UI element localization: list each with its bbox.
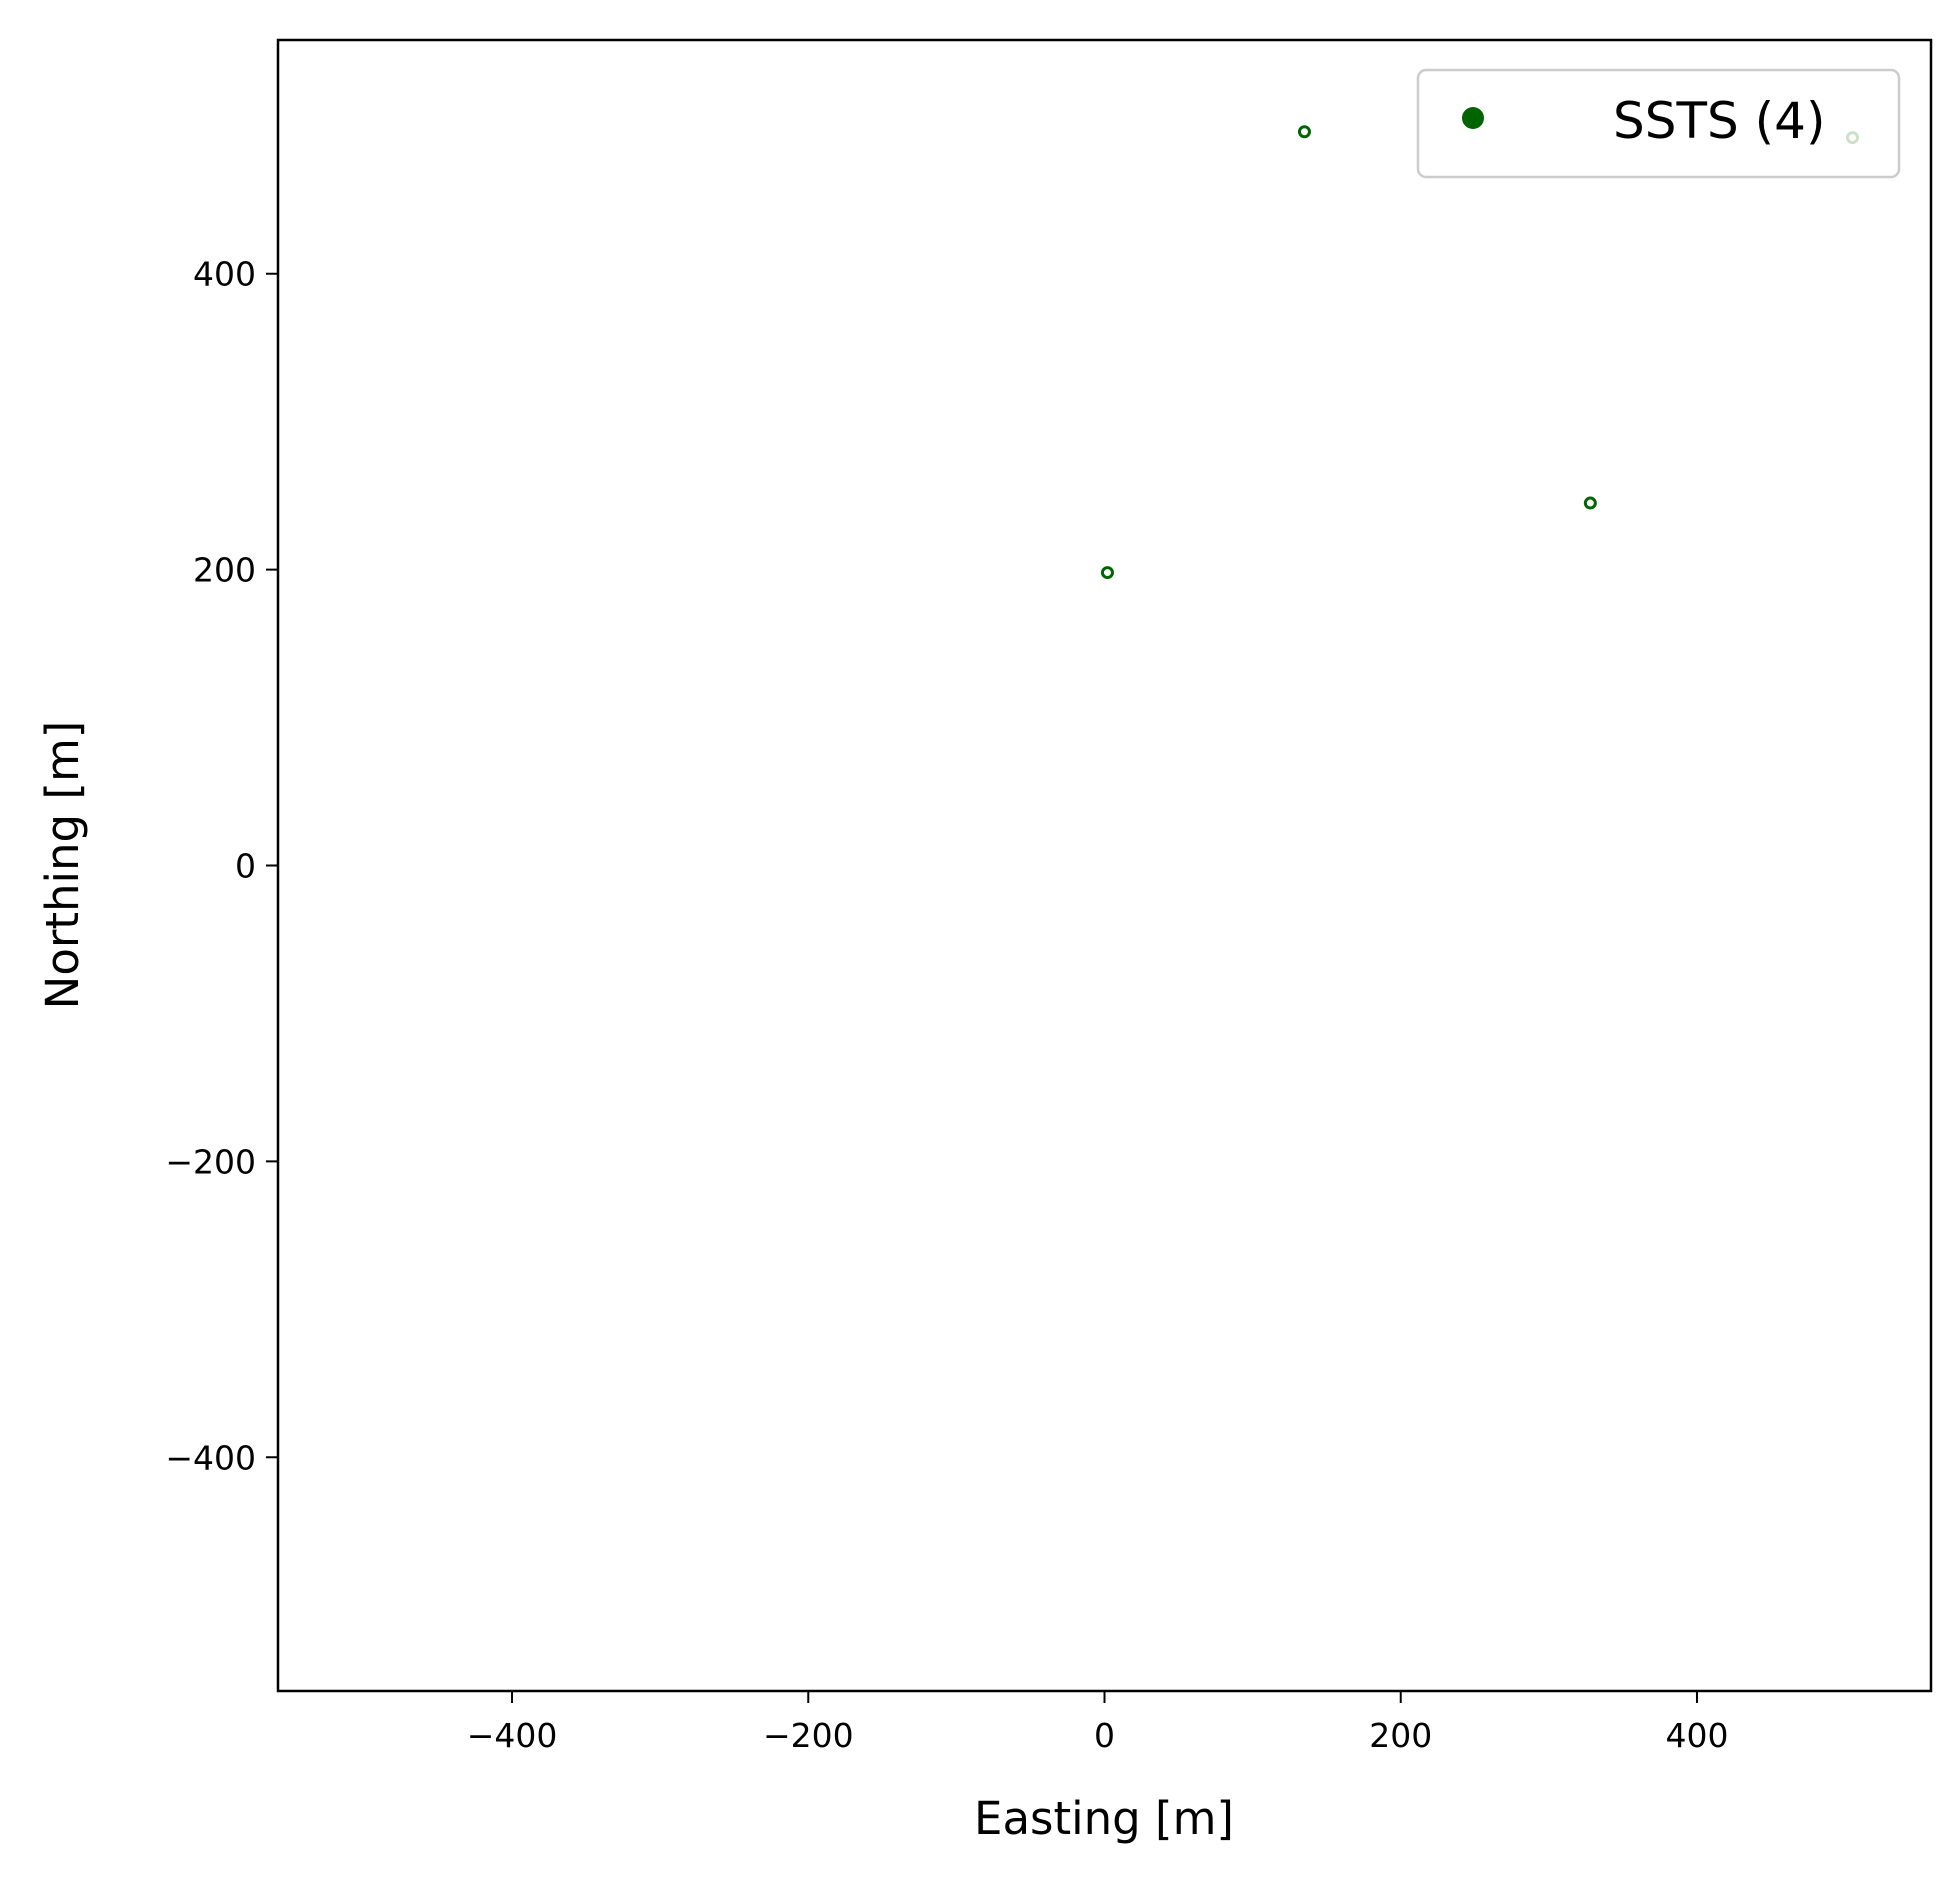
x-tick-label: −400 bbox=[467, 1716, 558, 1755]
legend-box bbox=[1416, 68, 1901, 179]
legend-label: SSTS (4) bbox=[1613, 92, 1825, 150]
data-point bbox=[1100, 566, 1114, 580]
x-tick-label: 0 bbox=[1094, 1716, 1115, 1755]
y-axis-label: Northing [m] bbox=[36, 721, 89, 1010]
x-axis: −400 −200 0 200 400 bbox=[467, 1691, 1728, 1755]
y-tick-label: −200 bbox=[165, 1142, 256, 1181]
data-point bbox=[1583, 496, 1597, 510]
y-tick-label: 0 bbox=[235, 847, 256, 886]
x-tick-label: 400 bbox=[1665, 1716, 1728, 1755]
data-point bbox=[1297, 125, 1311, 139]
y-axis: −400 −200 0 200 400 bbox=[165, 255, 278, 1477]
y-tick-label: −400 bbox=[165, 1438, 256, 1477]
y-tick-label: 200 bbox=[193, 551, 256, 590]
x-tick-label: 200 bbox=[1369, 1716, 1432, 1755]
legend: SSTS (4) bbox=[1416, 68, 1901, 179]
y-tick-label: 400 bbox=[193, 255, 256, 294]
x-axis-label: Easting [m] bbox=[974, 1792, 1234, 1845]
x-tick-label: −200 bbox=[763, 1716, 854, 1755]
legend-marker bbox=[1462, 107, 1484, 129]
